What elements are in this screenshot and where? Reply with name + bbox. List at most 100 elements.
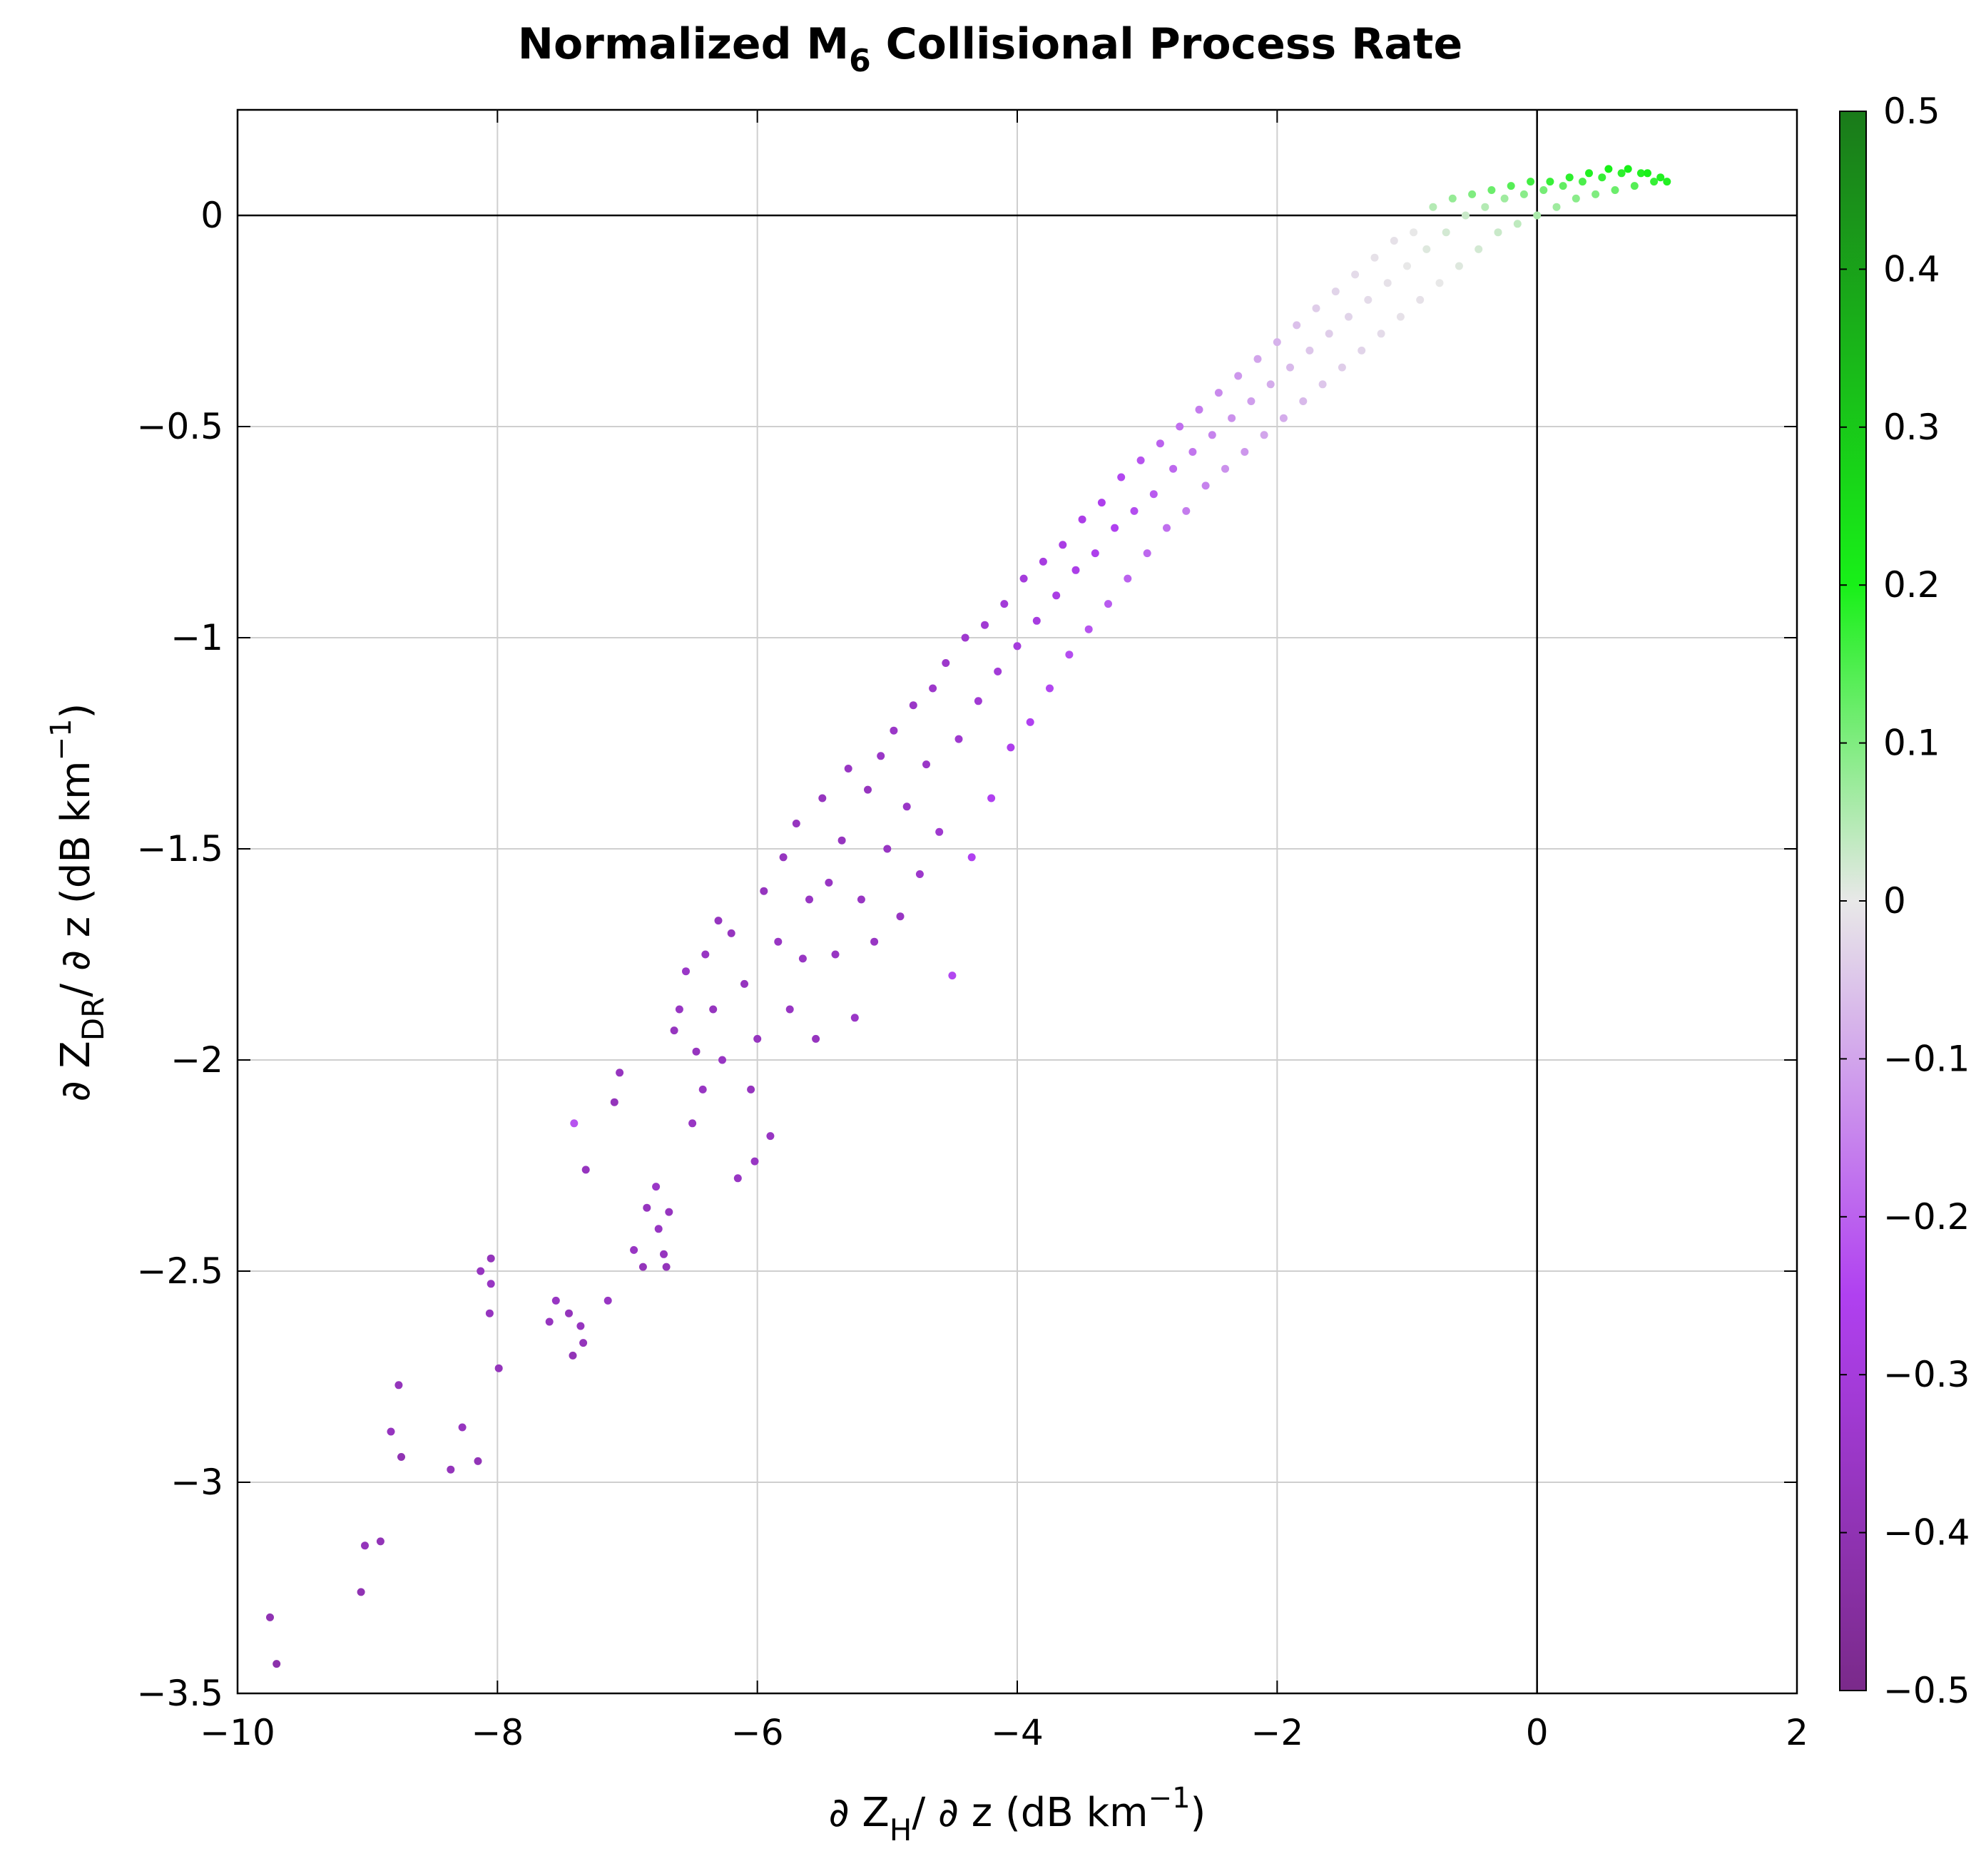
x-tick-label: −10 <box>200 1712 275 1753</box>
scatter-point <box>654 1225 663 1233</box>
scatter-point <box>670 1026 678 1035</box>
scatter-point <box>643 1203 651 1212</box>
x-tick-label: 2 <box>1786 1712 1808 1753</box>
scatter-point <box>1552 203 1561 211</box>
scatter-point <box>1630 182 1639 190</box>
scatter-point <box>1104 600 1112 608</box>
scatter-point <box>1071 566 1080 574</box>
scatter-point <box>477 1267 485 1275</box>
scatter-point <box>376 1537 385 1546</box>
scatter-point <box>857 895 865 904</box>
scatter-point <box>1598 173 1606 182</box>
scatter-point <box>850 1014 859 1022</box>
scatter-point <box>942 659 950 667</box>
colorbar-ticks <box>1840 111 1866 1691</box>
scatter-point <box>357 1588 365 1596</box>
scatter-point <box>1169 464 1178 473</box>
x-tick-label: 0 <box>1526 1712 1549 1753</box>
scatter-point <box>864 785 872 794</box>
y-tick-label: 0 <box>200 195 223 236</box>
scatter-point <box>1228 414 1236 422</box>
scatter-point <box>1208 431 1216 439</box>
chart-title: Normalized M6 Collisional Process Rate <box>518 19 1462 79</box>
scatter-point <box>1345 312 1353 321</box>
scatter-point <box>954 735 963 743</box>
scatter-point <box>665 1208 673 1216</box>
scatter-point <box>1299 397 1308 405</box>
scatter-point <box>915 870 924 878</box>
scatter-point <box>774 937 783 946</box>
scatter-point <box>1176 422 1184 431</box>
scatter-point <box>485 1309 494 1317</box>
scatter-point <box>579 1339 588 1347</box>
scatter-point <box>1572 194 1580 203</box>
scatter-point <box>1611 186 1619 194</box>
scatter-point <box>545 1317 554 1326</box>
scatter-point <box>967 853 976 862</box>
colorbar-tick-label: −0.4 <box>1883 1512 1970 1554</box>
scatter-point <box>581 1166 590 1174</box>
scatter-point <box>948 972 957 980</box>
scatter-point <box>1663 178 1671 186</box>
colorbar-tick-label: 0.4 <box>1883 248 1940 290</box>
scatter-point <box>825 878 833 887</box>
scatter-point <box>1097 499 1106 507</box>
scatter-point <box>1091 549 1099 558</box>
scatter-point <box>1429 203 1437 211</box>
scatter-point <box>1656 173 1665 182</box>
scatter-point <box>1455 262 1463 270</box>
scatter-point <box>1026 718 1034 726</box>
scatter-point <box>727 929 735 937</box>
scatter-point <box>1604 165 1613 173</box>
scatter-point <box>630 1245 638 1254</box>
scatter-point <box>1396 312 1405 321</box>
scatter-point <box>692 1047 701 1056</box>
scatter-point <box>1462 211 1470 220</box>
colorbar-tick-label: 0.3 <box>1883 407 1940 448</box>
scatter-point <box>1032 616 1041 625</box>
scatter-point <box>616 1069 624 1077</box>
scatter-point <box>1234 372 1243 380</box>
scatter-point <box>974 697 982 705</box>
scatter-point <box>1539 186 1548 194</box>
x-tick-labels: −10 −8 −6 −4 −2 0 2 <box>200 1712 1808 1753</box>
scatter-point <box>1136 456 1145 464</box>
colorbar-tick-label: 0.2 <box>1883 564 1940 606</box>
scatter-point <box>747 1085 755 1094</box>
scatter-point <box>1149 490 1158 499</box>
scatter-point <box>494 1364 503 1372</box>
scatter-point <box>576 1322 585 1330</box>
scatter-point <box>1182 506 1191 515</box>
scatter-point <box>361 1541 369 1550</box>
scatter-point <box>570 1119 579 1128</box>
scatter-point <box>896 912 905 921</box>
y-tick-label: −1.5 <box>137 828 223 870</box>
scatter-point <box>1111 524 1119 532</box>
scatter-point <box>831 950 840 959</box>
scatter-point <box>994 667 1002 676</box>
scatter-point <box>1318 380 1327 389</box>
scatter-point <box>682 967 690 976</box>
scatter-point <box>1487 186 1496 194</box>
scatter-points <box>266 165 1671 1668</box>
scatter-point <box>1468 190 1477 198</box>
colorbar-tick-label: −0.2 <box>1883 1196 1970 1238</box>
scatter-point <box>981 621 989 629</box>
scatter-point <box>1475 245 1483 253</box>
scatter-point <box>1527 178 1535 186</box>
scatter-point <box>1188 448 1197 456</box>
scatter-point <box>1364 295 1373 304</box>
scatter-point <box>1507 182 1515 190</box>
scatter-point <box>1644 169 1651 178</box>
scatter-point <box>837 836 846 845</box>
scatter-point <box>818 794 827 802</box>
colorbar-tick-label: 0.1 <box>1883 723 1940 764</box>
scatter-point <box>714 917 723 925</box>
scatter-point <box>266 1613 274 1621</box>
axis-ticks <box>237 110 1798 1694</box>
scatter-point <box>604 1296 612 1305</box>
scatter-point <box>1403 262 1411 270</box>
scatter-point <box>1448 194 1457 203</box>
scatter-point <box>569 1351 577 1360</box>
